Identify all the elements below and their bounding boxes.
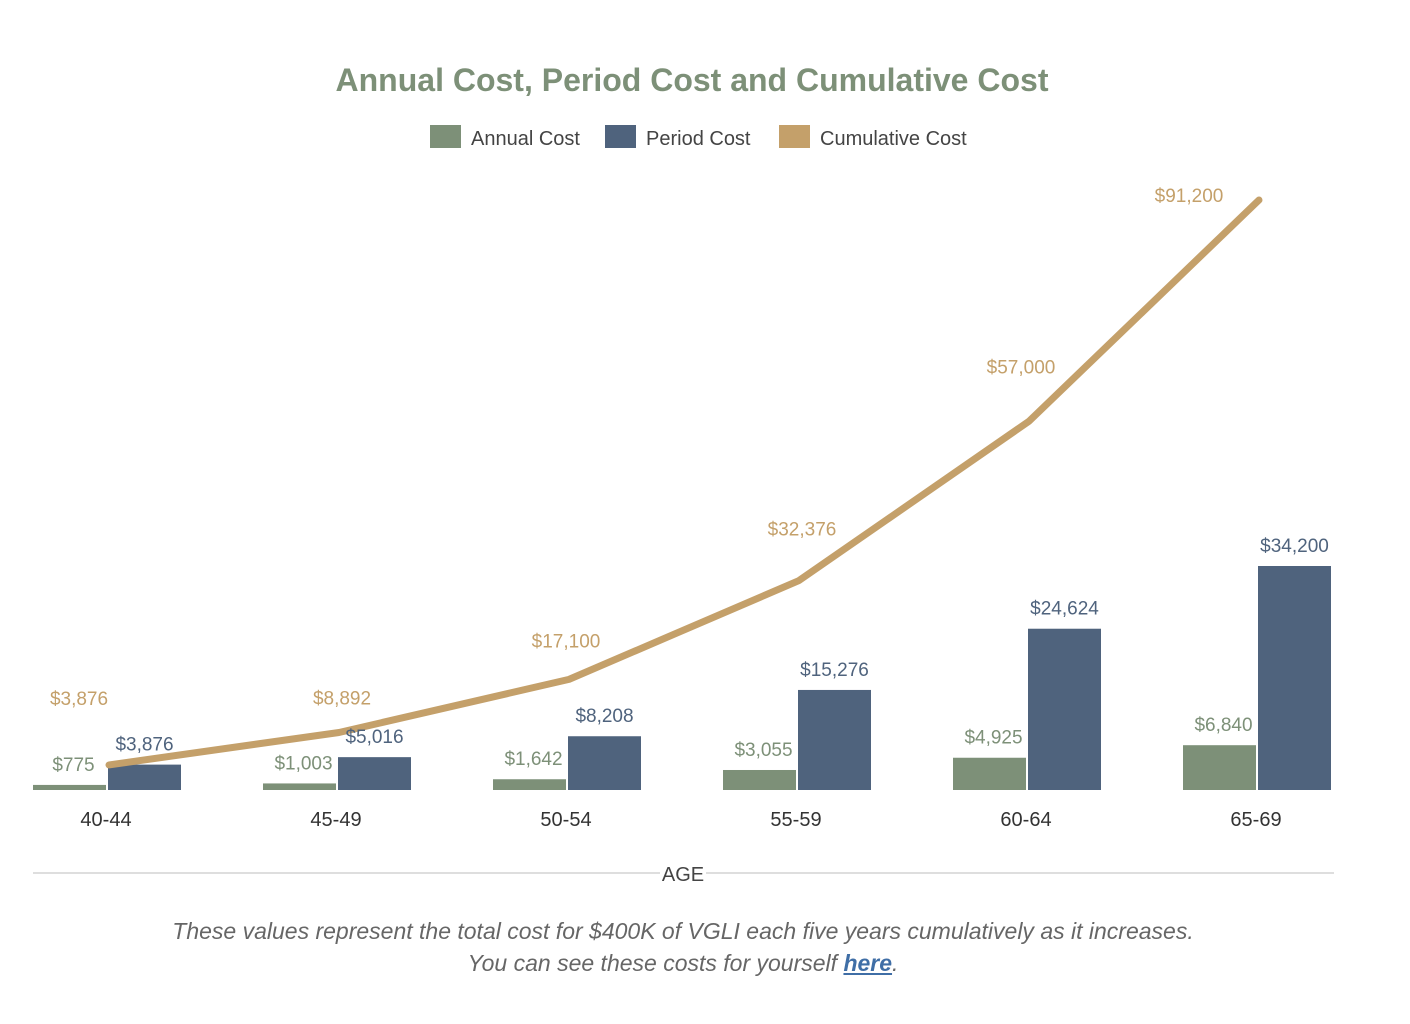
legend-label-cumulative-cost: Cumulative Cost (820, 128, 967, 150)
footnote-text-2-suffix: . (892, 950, 899, 976)
label-cumulative-cost-40-44: $3,876 (50, 689, 108, 710)
bar-annual-cost-45-49 (263, 783, 336, 790)
x-tick-60-64: 60-64 (1000, 809, 1051, 831)
label-period-cost-65-69: $34,200 (1260, 536, 1329, 557)
footnote-line-1: These values represent the total cost fo… (0, 918, 1366, 945)
label-annual-cost-55-59: $3,055 (734, 740, 792, 761)
label-annual-cost-45-49: $1,003 (274, 753, 332, 774)
x-tick-65-69: 65-69 (1230, 809, 1281, 831)
label-cumulative-cost-55-59: $32,376 (768, 520, 837, 541)
label-period-cost-55-59: $15,276 (800, 660, 869, 681)
legend: Annual Cost Period Cost Cumulative Cost (430, 125, 967, 150)
footnote-line-2: You can see these costs for yourself her… (0, 950, 1366, 977)
label-annual-cost-65-69: $6,840 (1194, 715, 1252, 736)
legend-swatch-annual-cost (430, 125, 461, 148)
bar-annual-cost-50-54 (493, 779, 566, 790)
label-annual-cost-60-64: $4,925 (964, 728, 1022, 749)
bar-annual-cost-65-69 (1183, 745, 1256, 790)
bar-annual-cost-40-44 (33, 784, 106, 790)
bar-period-cost-55-59 (798, 689, 871, 790)
bar-period-cost-40-44 (108, 764, 181, 790)
label-annual-cost-50-54: $1,642 (504, 749, 562, 770)
label-cumulative-cost-60-64: $57,000 (987, 357, 1056, 378)
chart-title: Annual Cost, Period Cost and Cumulative … (336, 62, 1049, 98)
label-cumulative-cost-65-69: $91,200 (1155, 186, 1224, 207)
label-annual-cost-40-44: $775 (52, 755, 94, 776)
bar-annual-cost-60-64 (953, 757, 1026, 790)
x-axis-ticks: 40-44 45-49 50-54 55-59 60-64 65-69 (80, 809, 1281, 831)
bar-period-cost-65-69 (1258, 566, 1331, 790)
bar-period-cost-45-49 (338, 757, 411, 790)
x-tick-40-44: 40-44 (80, 809, 131, 831)
label-cumulative-cost-50-54: $17,100 (532, 631, 601, 652)
bar-period-cost-50-54 (568, 736, 641, 790)
label-cumulative-cost-45-49: $8,892 (313, 688, 371, 709)
x-tick-55-59: 55-59 (770, 809, 821, 831)
footnote-text-2-prefix: You can see these costs for yourself (467, 950, 844, 976)
footnote-text-1: These values represent the total cost fo… (172, 918, 1194, 944)
label-period-cost-60-64: $24,624 (1030, 599, 1099, 620)
here-link[interactable]: here (843, 950, 893, 976)
legend-swatch-cumulative-cost (779, 125, 810, 148)
legend-label-annual-cost: Annual Cost (471, 128, 580, 150)
cumulative-line-group (105, 196, 1263, 769)
bar-annual-cost-55-59 (723, 769, 796, 790)
legend-swatch-period-cost (605, 125, 636, 148)
legend-label-period-cost: Period Cost (646, 128, 751, 150)
line-cumulative-cost (105, 196, 1263, 769)
bar-period-cost-60-64 (1028, 628, 1101, 790)
x-tick-50-54: 50-54 (540, 809, 591, 831)
label-period-cost-50-54: $8,208 (575, 706, 633, 727)
label-period-cost-40-44: $3,876 (115, 735, 173, 756)
value-labels-group: $775 $3,876 $1,003 $5,016 $1,642 $8,208 $3,055… (50, 186, 1329, 776)
bars-group (33, 566, 1331, 790)
x-tick-45-49: 45-49 (310, 809, 361, 831)
label-period-cost-45-49: $5,016 (345, 727, 403, 748)
x-axis-title: AGE (662, 864, 704, 886)
